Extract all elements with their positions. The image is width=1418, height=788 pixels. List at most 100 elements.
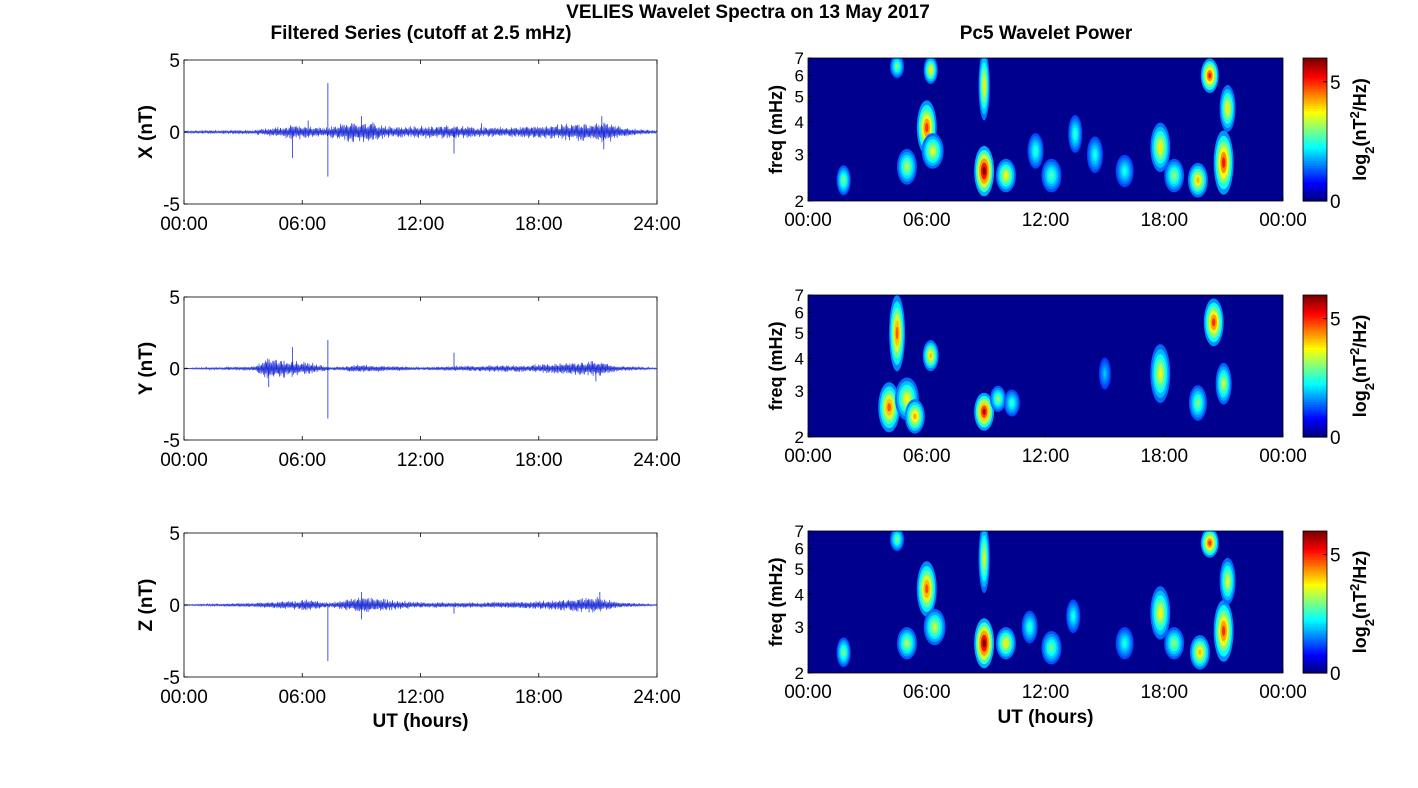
x-tick-label: 24:00	[633, 450, 681, 471]
colorbar-cell	[1303, 110, 1327, 114]
colorbar-cell	[1303, 434, 1327, 438]
colorbar-cell	[1303, 309, 1327, 313]
colorbar-cell	[1303, 611, 1327, 615]
colorbar-cell	[1303, 670, 1327, 674]
colorbar-cell	[1303, 316, 1327, 320]
colorbar-cell	[1303, 583, 1327, 587]
colorbar-cell	[1303, 663, 1327, 667]
colorbar-cell	[1303, 658, 1327, 662]
colorbar-cell	[1303, 179, 1327, 183]
power-blob	[1034, 148, 1037, 154]
colorbar-cell	[1303, 84, 1327, 88]
power-blob	[1123, 168, 1127, 174]
colorbar-cell	[1303, 602, 1327, 605]
colorbar-tick-label: 5	[1330, 546, 1341, 567]
colorbar-cell	[1303, 373, 1327, 377]
colorbar-cell	[1303, 177, 1327, 181]
colorbar-cell	[1303, 396, 1327, 400]
colorbar-cell	[1303, 337, 1327, 341]
x-tick-label: 12:00	[1022, 682, 1070, 703]
colorbar-cell	[1303, 571, 1327, 575]
colorbar-label: log2(nT2/Hz)	[1347, 78, 1377, 180]
colorbar-cell	[1303, 368, 1327, 372]
y-tick-label: 0	[169, 596, 180, 617]
heatmap-cells	[836, 58, 1236, 198]
x-tick-label: 18:00	[515, 214, 563, 235]
power-blob	[925, 123, 929, 133]
power-blob	[1158, 608, 1162, 618]
colorbar-cell	[1303, 313, 1327, 317]
y-tick-label: -5	[163, 668, 180, 689]
colorbar-cell	[1303, 189, 1327, 193]
y-tick-label: 2	[795, 192, 804, 211]
colorbar-cell	[1303, 630, 1327, 634]
colorbar-cell	[1303, 134, 1327, 138]
power-blob	[905, 640, 909, 646]
x-tick-label: 24:00	[633, 687, 681, 708]
power-blob	[1004, 172, 1008, 179]
colorbar-cell	[1303, 170, 1327, 173]
power-blob	[925, 584, 929, 594]
colorbar-cell	[1303, 91, 1327, 95]
power-blob	[895, 326, 899, 340]
colorbar-cell	[1303, 623, 1327, 627]
power-blob	[1198, 649, 1202, 656]
x-tick-label: 18:00	[1140, 210, 1188, 231]
colorbar-cell	[1303, 65, 1327, 69]
colorbar-cell	[1303, 408, 1327, 412]
colorbar-cell	[1303, 323, 1327, 327]
colorbar-tick-label: 5	[1330, 73, 1341, 94]
colorbar-cell	[1303, 193, 1327, 197]
x-tick-label: 00:00	[160, 214, 208, 235]
colorbar-cell	[1303, 668, 1327, 672]
x-tick-label: 00:00	[160, 450, 208, 471]
colorbar-cell	[1303, 425, 1327, 429]
colorbar-cell	[1303, 196, 1327, 200]
power-blob	[842, 177, 845, 183]
signal-trace	[183, 596, 658, 613]
colorbar-cell	[1303, 119, 1327, 123]
colorbar-cell	[1303, 403, 1327, 407]
y-tick-label: 5	[169, 51, 180, 72]
colorbar-cell	[1303, 566, 1327, 570]
power-blob	[905, 163, 909, 170]
colorbar-cell	[1303, 155, 1327, 159]
colorbar-cell	[1303, 594, 1327, 598]
colorbar-cell	[1303, 399, 1327, 403]
colorbar-cell	[1303, 540, 1327, 544]
colorbar-cell	[1303, 150, 1327, 154]
colorbar-cell	[1303, 604, 1327, 608]
colorbar-cell	[1303, 597, 1327, 601]
colorbar-cell	[1303, 96, 1327, 100]
colorbar-cell	[1303, 344, 1327, 348]
colorbar-cell	[1303, 162, 1327, 166]
y-tick-label: -5	[163, 195, 180, 216]
x-tick-label: 06:00	[903, 446, 951, 467]
colorbar-cell	[1303, 108, 1327, 112]
colorbar-cell	[1303, 347, 1327, 351]
power-blob	[932, 624, 937, 631]
colorbar-cell	[1303, 549, 1327, 553]
colorbar-cell	[1303, 632, 1327, 636]
power-blob	[930, 148, 935, 154]
x-tick-label: 00:00	[1259, 446, 1307, 467]
colorbar-cell	[1303, 174, 1327, 178]
colorbar-cell	[1303, 172, 1327, 176]
x-tick-label: 06:00	[903, 682, 951, 703]
colorbar-cell	[1303, 98, 1327, 102]
colorbar-cell	[1303, 564, 1327, 568]
colorbar-cell	[1303, 613, 1327, 617]
colorbar-cell	[1303, 186, 1327, 190]
colorbar-cell	[1303, 415, 1327, 419]
power-blob	[1212, 318, 1216, 327]
colorbar-frame	[1302, 294, 1328, 438]
colorbar-cell	[1303, 129, 1327, 133]
colorbar-cell	[1303, 86, 1327, 90]
colorbar-cell	[1303, 361, 1327, 365]
signal-trace	[183, 122, 658, 143]
colorbar-cell	[1303, 578, 1327, 582]
colorbar-cell	[1303, 387, 1327, 391]
